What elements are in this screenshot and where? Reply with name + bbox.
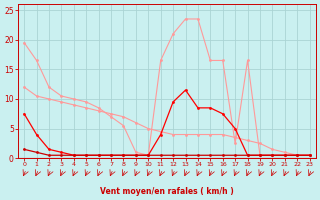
X-axis label: Vent moyen/en rafales ( km/h ): Vent moyen/en rafales ( km/h ) bbox=[100, 187, 234, 196]
